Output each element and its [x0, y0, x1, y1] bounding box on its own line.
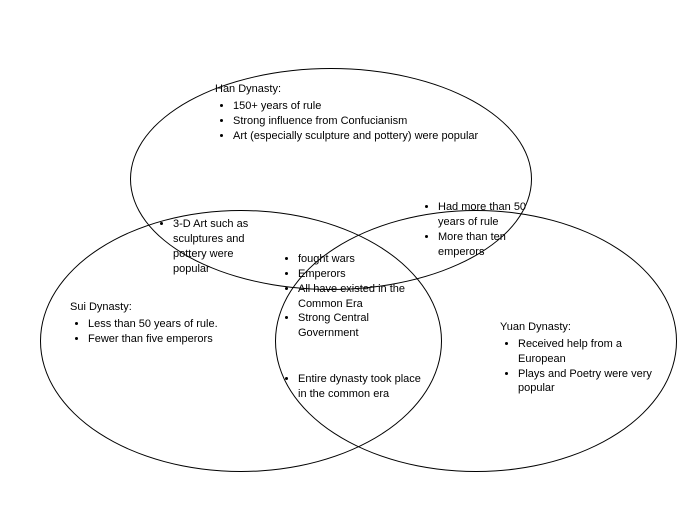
sui-item: Less than 50 years of rule. [88, 317, 220, 332]
han-yuan-item: Had more than 50 years of rule [438, 200, 550, 230]
yuan-item: Received help from a European [518, 337, 660, 367]
region-center: fought wars Emperors All have existed in… [280, 250, 420, 341]
han-sui-list: 3-D Art such as sculptures and pottery w… [155, 217, 270, 276]
region-han-yuan: Had more than 50 years of rule More than… [420, 198, 550, 259]
sui-item: Fewer than five emperors [88, 332, 220, 347]
region-sui-yuan: Entire dynasty took place in the common … [280, 370, 430, 402]
region-han-sui: 3-D Art such as sculptures and pottery w… [155, 215, 270, 276]
han-item: Strong influence from Confucianism [233, 114, 495, 129]
yuan-title: Yuan Dynasty: [500, 321, 571, 333]
center-list: fought wars Emperors All have existed in… [280, 252, 420, 341]
sui-yuan-item: Entire dynasty took place in the common … [298, 372, 430, 402]
region-yuan: Yuan Dynasty: Received help from a Europ… [500, 320, 660, 396]
han-item: Art (especially sculpture and pottery) w… [233, 129, 495, 144]
region-han: Han Dynasty: 150+ years of rule Strong i… [215, 82, 495, 143]
region-sui: Sui Dynasty: Less than 50 years of rule.… [70, 300, 220, 347]
han-yuan-item: More than ten emperors [438, 230, 550, 260]
sui-yuan-list: Entire dynasty took place in the common … [280, 372, 430, 402]
sui-list: Less than 50 years of rule. Fewer than f… [70, 317, 220, 347]
han-list: 150+ years of rule Strong influence from… [215, 99, 495, 144]
yuan-list: Received help from a European Plays and … [500, 337, 660, 396]
sui-title: Sui Dynasty: [70, 301, 132, 313]
center-item: Emperors [298, 267, 420, 282]
han-yuan-list: Had more than 50 years of rule More than… [420, 200, 550, 259]
venn-diagram: Han Dynasty: 150+ years of rule Strong i… [0, 0, 700, 525]
center-item: fought wars [298, 252, 420, 267]
center-item: Strong Central Government [298, 311, 420, 341]
han-title: Han Dynasty: [215, 83, 281, 95]
han-item: 150+ years of rule [233, 99, 495, 114]
yuan-item: Plays and Poetry were very popular [518, 367, 660, 397]
center-item: All have existed in the Common Era [298, 282, 420, 312]
han-sui-item: 3-D Art such as sculptures and pottery w… [173, 217, 270, 276]
